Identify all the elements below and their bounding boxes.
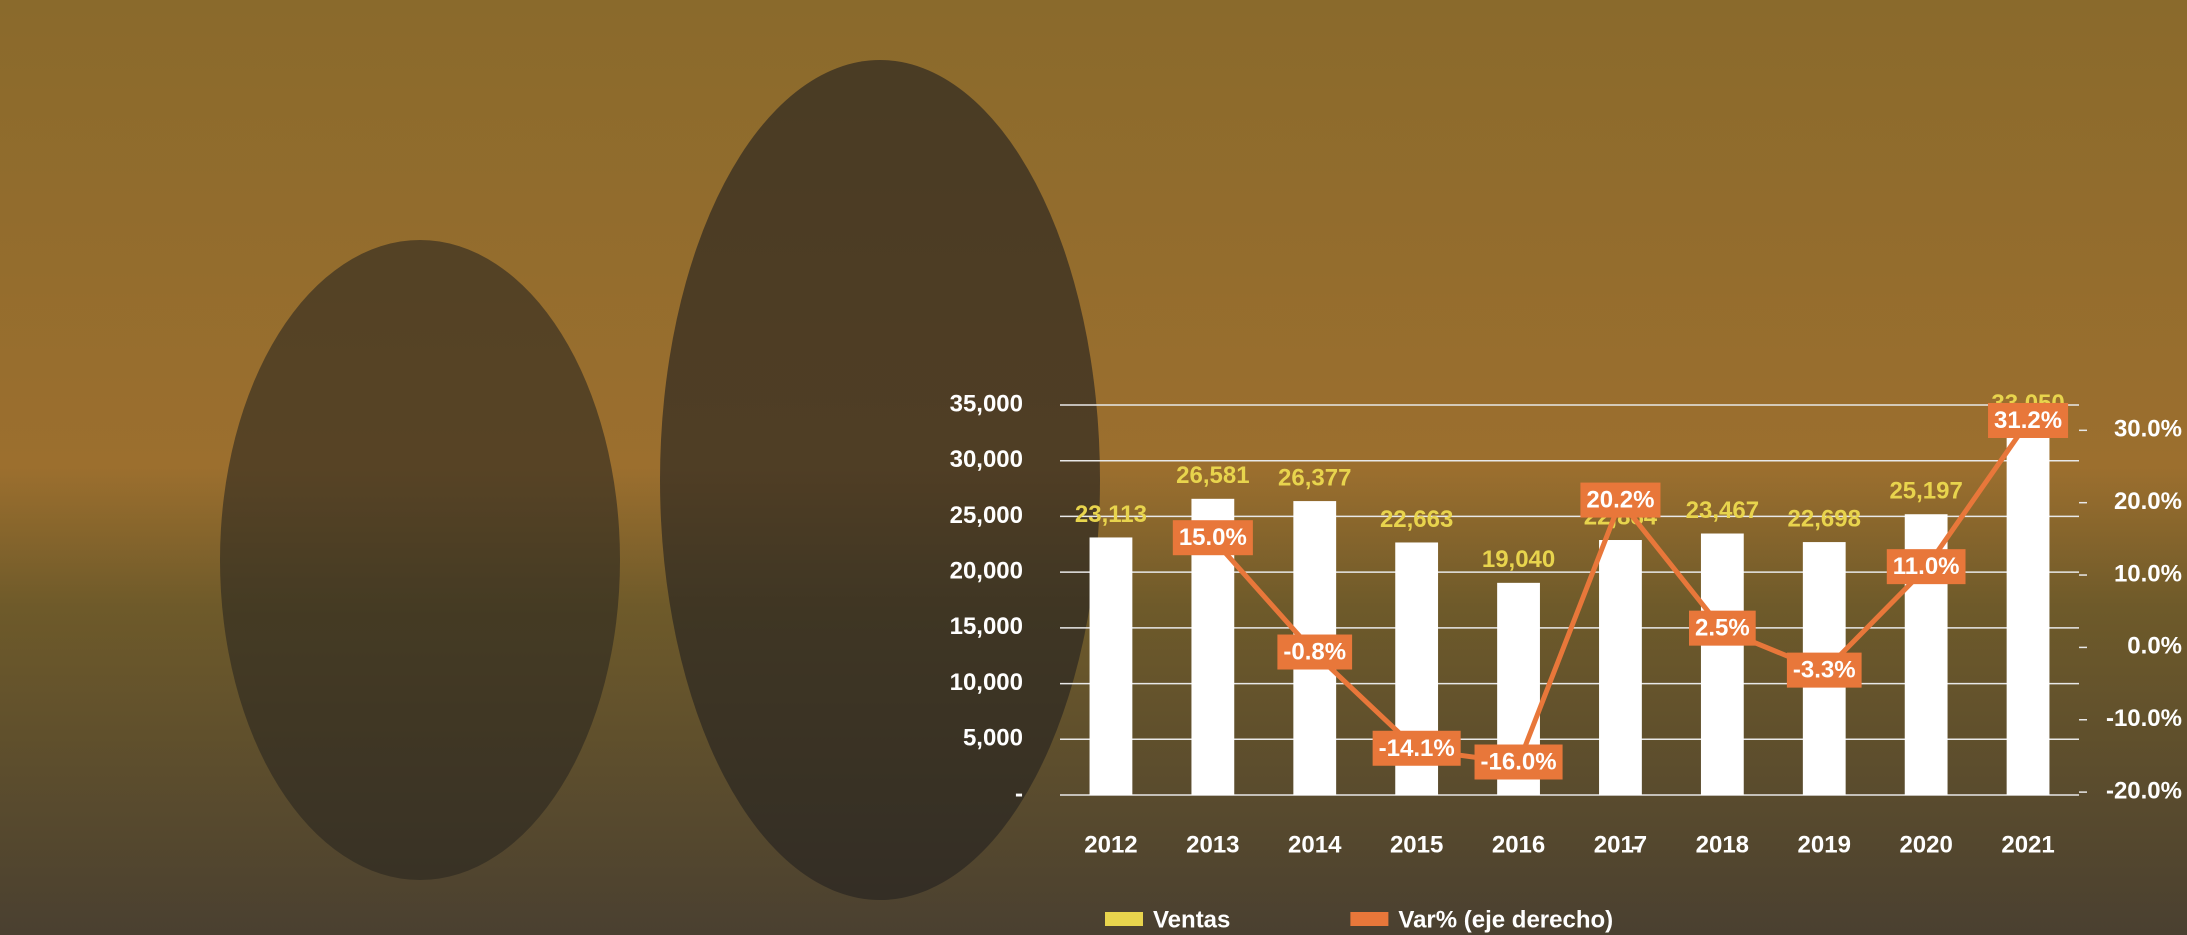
y2-tick-label: 20.0% [2114, 488, 2182, 515]
y-tick-label: 35,000 [950, 390, 1023, 417]
value-label: 11.0% [1893, 553, 1960, 580]
value-label-box: 11.0% [1887, 549, 1966, 584]
rider-silhouette [220, 240, 620, 880]
value-label: 15.0% [1179, 524, 1247, 551]
value-label: -16.0% [1481, 749, 1557, 776]
bar [1701, 534, 1744, 795]
x-tick-label: 2014 [1288, 831, 1342, 858]
value-label-box: 2.5% [1689, 611, 1756, 646]
value-label: 26,377 [1278, 464, 1351, 491]
value-label: 25,197 [1889, 478, 1962, 505]
x-tick-label: 2016 [1492, 831, 1545, 858]
value-label: 22,698 [1788, 505, 1861, 532]
legend-label: Var% (eje derecho) [1398, 906, 1613, 933]
x-tick-label: 2019 [1798, 831, 1851, 858]
y-tick-label: 20,000 [950, 557, 1023, 584]
value-label: 31.2% [1994, 407, 2062, 434]
value-label: 19,040 [1482, 546, 1555, 573]
value-label: -14.1% [1379, 735, 1455, 762]
value-label: 2.5% [1695, 615, 1750, 642]
value-label: 22,663 [1380, 506, 1453, 533]
bar [2007, 427, 2050, 795]
value-label: 20.2% [1586, 487, 1654, 514]
x-tick-label: 2015 [1390, 831, 1443, 858]
y2-tick-label: 10.0% [2114, 560, 2182, 587]
y-tick-label: 15,000 [950, 613, 1023, 640]
x-tick-label: 2017 [1594, 831, 1647, 858]
y-tick-label: 5,000 [963, 725, 1023, 752]
value-label: 23,113 [1075, 501, 1147, 528]
x-tick-label: 2013 [1186, 831, 1239, 858]
chart: - VentasVar% (eje derecho) -5,00010,0001… [0, 0, 2187, 935]
bar [1090, 537, 1133, 795]
rider-silhouette [660, 60, 1100, 900]
bar [1599, 540, 1642, 795]
y2-tick-label: -20.0% [2106, 777, 2182, 804]
x-tick-label: 2021 [2001, 831, 2054, 858]
legend-swatch [1350, 912, 1388, 926]
legend-swatch [1105, 912, 1143, 926]
y-tick-label: - [1015, 780, 1023, 807]
value-label: 26,581 [1176, 462, 1249, 489]
value-label-box: 20.2% [1580, 483, 1660, 518]
y-tick-label: 10,000 [950, 669, 1023, 696]
value-label-box: -0.8% [1277, 635, 1352, 670]
x-tick-label: 2018 [1696, 831, 1749, 858]
y2-tick-label: -10.0% [2106, 705, 2182, 732]
value-label: -3.3% [1793, 657, 1856, 684]
value-label-box: -3.3% [1787, 653, 1862, 688]
value-label: -0.8% [1283, 639, 1346, 666]
legend-label: Ventas [1153, 906, 1230, 933]
y-tick-label: 25,000 [950, 502, 1023, 529]
x-tick-label: 2020 [1899, 831, 1952, 858]
value-label-box: 15.0% [1173, 520, 1253, 555]
value-label-box: 31.2% [1988, 403, 2068, 438]
value-label-box: -16.0% [1475, 745, 1563, 780]
y-tick-label: 30,000 [950, 446, 1023, 473]
y2-tick-label: 0.0% [2127, 633, 2182, 660]
x-tick-label: 2012 [1084, 831, 1137, 858]
y2-tick-label: 30.0% [2114, 416, 2182, 443]
value-label-box: -14.1% [1373, 731, 1461, 766]
value-label: 23,467 [1686, 497, 1759, 524]
